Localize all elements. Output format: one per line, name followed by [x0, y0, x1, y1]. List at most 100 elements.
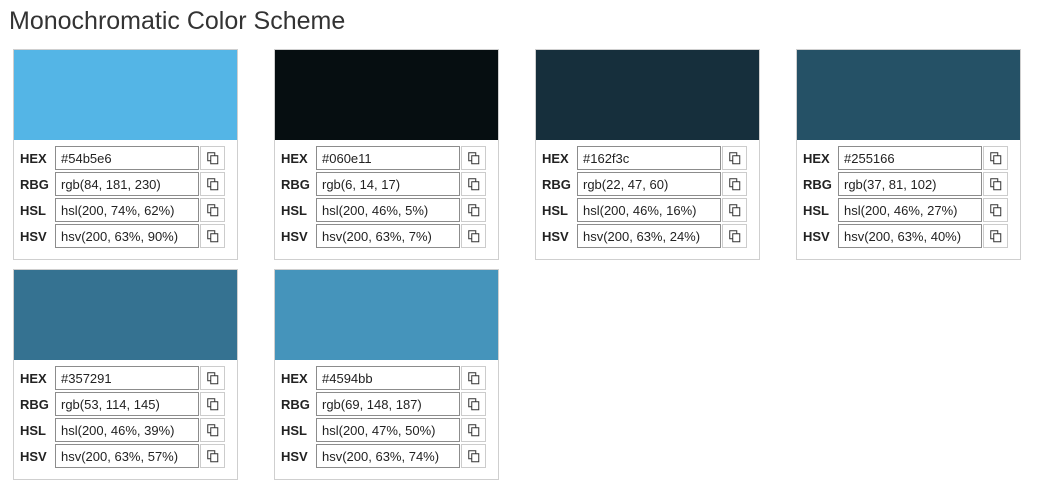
page-title: Monochromatic Color Scheme: [9, 7, 346, 35]
hsv-value-input[interactable]: [55, 224, 199, 248]
copy-hex-button[interactable]: [200, 366, 225, 390]
copy-hex-button[interactable]: [200, 146, 225, 170]
color-values: HEX RBG HSL HSV: [536, 140, 759, 249]
copy-icon: [467, 229, 480, 243]
hsv-label: HSV: [20, 448, 47, 464]
hex-row: HEX: [275, 365, 498, 391]
hsv-value-input[interactable]: [577, 224, 721, 248]
color-swatch: [536, 50, 759, 140]
copy-hsl-button[interactable]: [722, 198, 747, 222]
copy-rgb-button[interactable]: [983, 172, 1008, 196]
copy-hsl-button[interactable]: [200, 418, 225, 442]
hex-value-input[interactable]: [838, 146, 982, 170]
hex-label: HEX: [281, 150, 308, 166]
hsv-value-input[interactable]: [316, 224, 460, 248]
copy-rgb-button[interactable]: [200, 392, 225, 416]
hex-value-input[interactable]: [577, 146, 721, 170]
hsv-row: HSV: [797, 223, 1020, 249]
rgb-label: RBG: [542, 176, 571, 192]
copy-icon: [206, 397, 219, 411]
copy-hsv-button[interactable]: [200, 444, 225, 468]
hsv-label: HSV: [20, 228, 47, 244]
rgb-row: RBG: [536, 171, 759, 197]
copy-hsv-button[interactable]: [461, 224, 486, 248]
rgb-value-input[interactable]: [55, 172, 199, 196]
hsv-label: HSV: [542, 228, 569, 244]
color-grid: HEX RBG HSL HSV HEX RBG HSL HSV HEX RBG HSL HSV HEX R…: [13, 49, 1023, 480]
color-swatch: [275, 50, 498, 140]
hsv-row: HSV: [275, 443, 498, 469]
hsv-label: HSV: [281, 448, 308, 464]
hsl-row: HSL: [797, 197, 1020, 223]
hsl-value-input[interactable]: [55, 198, 199, 222]
hsv-value-input[interactable]: [55, 444, 199, 468]
rgb-value-input[interactable]: [577, 172, 721, 196]
rgb-value-input[interactable]: [838, 172, 982, 196]
copy-icon: [989, 203, 1002, 217]
copy-hsl-button[interactable]: [461, 198, 486, 222]
hex-row: HEX: [275, 145, 498, 171]
rgb-value-input[interactable]: [316, 172, 460, 196]
hsl-label: HSL: [281, 422, 307, 438]
hsl-value-input[interactable]: [316, 198, 460, 222]
rgb-value-input[interactable]: [316, 392, 460, 416]
color-card: HEX RBG HSL HSV: [535, 49, 760, 260]
copy-rgb-button[interactable]: [461, 172, 486, 196]
hsl-row: HSL: [536, 197, 759, 223]
hsv-row: HSV: [14, 443, 237, 469]
color-values: HEX RBG HSL HSV: [14, 360, 237, 469]
copy-rgb-button[interactable]: [461, 392, 486, 416]
color-card: HEX RBG HSL HSV: [13, 269, 238, 480]
hex-row: HEX: [14, 365, 237, 391]
hex-value-input[interactable]: [316, 366, 460, 390]
rgb-value-input[interactable]: [55, 392, 199, 416]
copy-icon: [728, 177, 741, 191]
rgb-label: RBG: [20, 396, 49, 412]
hex-value-input[interactable]: [316, 146, 460, 170]
copy-hsl-button[interactable]: [461, 418, 486, 442]
hex-label: HEX: [20, 370, 47, 386]
copy-icon: [989, 229, 1002, 243]
hsv-row: HSV: [275, 223, 498, 249]
copy-hex-button[interactable]: [983, 146, 1008, 170]
hsv-value-input[interactable]: [838, 224, 982, 248]
color-values: HEX RBG HSL HSV: [275, 360, 498, 469]
hsv-row: HSV: [14, 223, 237, 249]
copy-hsl-button[interactable]: [983, 198, 1008, 222]
hex-value-input[interactable]: [55, 366, 199, 390]
copy-hex-button[interactable]: [461, 366, 486, 390]
hsl-value-input[interactable]: [55, 418, 199, 442]
copy-icon: [206, 449, 219, 463]
copy-rgb-button[interactable]: [722, 172, 747, 196]
copy-rgb-button[interactable]: [200, 172, 225, 196]
copy-hsv-button[interactable]: [461, 444, 486, 468]
hex-label: HEX: [20, 150, 47, 166]
rgb-label: RBG: [281, 396, 310, 412]
copy-hsv-button[interactable]: [722, 224, 747, 248]
copy-hex-button[interactable]: [461, 146, 486, 170]
hsl-row: HSL: [14, 197, 237, 223]
copy-hsl-button[interactable]: [200, 198, 225, 222]
copy-hsv-button[interactable]: [983, 224, 1008, 248]
hsl-value-input[interactable]: [316, 418, 460, 442]
rgb-row: RBG: [275, 391, 498, 417]
color-swatch: [14, 50, 237, 140]
hsl-row: HSL: [14, 417, 237, 443]
hsv-label: HSV: [281, 228, 308, 244]
hsl-row: HSL: [275, 197, 498, 223]
copy-hex-button[interactable]: [722, 146, 747, 170]
rgb-row: RBG: [275, 171, 498, 197]
hsl-value-input[interactable]: [838, 198, 982, 222]
hsv-label: HSV: [803, 228, 830, 244]
copy-icon: [206, 229, 219, 243]
rgb-label: RBG: [20, 176, 49, 192]
hex-row: HEX: [14, 145, 237, 171]
copy-icon: [206, 423, 219, 437]
color-values: HEX RBG HSL HSV: [797, 140, 1020, 249]
copy-icon: [467, 371, 480, 385]
copy-hsv-button[interactable]: [200, 224, 225, 248]
hsl-value-input[interactable]: [577, 198, 721, 222]
copy-icon: [728, 151, 741, 165]
hex-value-input[interactable]: [55, 146, 199, 170]
hsv-value-input[interactable]: [316, 444, 460, 468]
